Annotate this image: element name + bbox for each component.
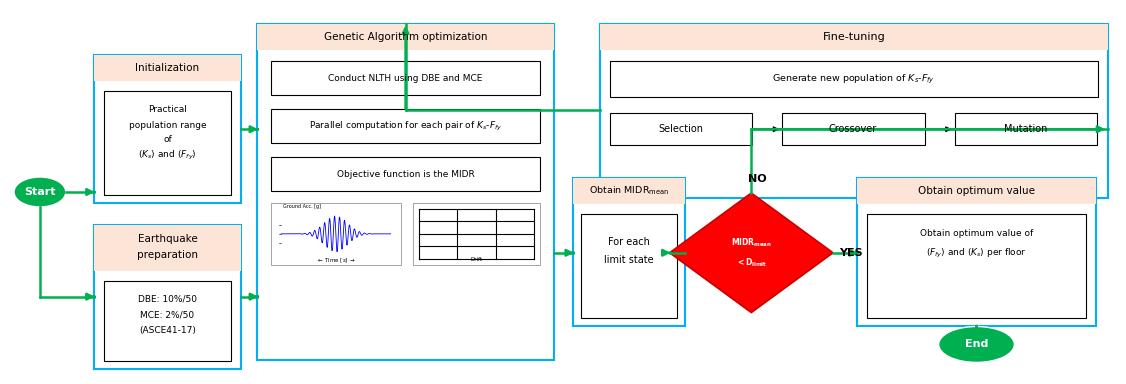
FancyBboxPatch shape [93, 56, 241, 203]
FancyBboxPatch shape [600, 23, 1108, 50]
Text: Conduct NLTH using DBE and MCE: Conduct NLTH using DBE and MCE [329, 74, 483, 83]
Text: MCE: 2%/50: MCE: 2%/50 [141, 310, 195, 319]
Text: Earthquake: Earthquake [137, 234, 197, 244]
FancyBboxPatch shape [93, 225, 241, 271]
FancyBboxPatch shape [573, 178, 685, 326]
Text: Initialization: Initialization [135, 63, 199, 73]
Text: For each: For each [608, 237, 650, 247]
Text: Generate new population of $K_s$-$F_{fy}$: Generate new population of $K_s$-$F_{fy}… [772, 73, 936, 86]
Text: Objective function is the MIDR: Objective function is the MIDR [337, 170, 474, 179]
Text: Obtain MIDR$_\mathrm{mean}$: Obtain MIDR$_\mathrm{mean}$ [589, 185, 669, 197]
Polygon shape [670, 193, 833, 313]
FancyBboxPatch shape [271, 203, 401, 265]
Text: End: End [965, 339, 989, 349]
FancyBboxPatch shape [257, 23, 554, 50]
Text: Parallel computation for each pair of $K_s$-$F_{fy}$: Parallel computation for each pair of $K… [309, 120, 502, 133]
Text: $\mathbf{MIDR_{mean}}$: $\mathbf{MIDR_{mean}}$ [731, 237, 771, 249]
Text: limit state: limit state [604, 255, 653, 265]
Ellipse shape [14, 177, 65, 207]
FancyBboxPatch shape [104, 281, 231, 361]
Text: Crossover: Crossover [829, 124, 877, 134]
FancyBboxPatch shape [581, 214, 677, 318]
Text: $\mathbf{< D_{limit}}$: $\mathbf{< D_{limit}}$ [735, 257, 767, 269]
Text: Ground Acc. [g]: Ground Acc. [g] [283, 204, 321, 209]
Text: population range: population range [128, 121, 206, 130]
Ellipse shape [939, 326, 1015, 362]
FancyBboxPatch shape [271, 109, 540, 143]
Text: Fine-tuning: Fine-tuning [823, 31, 885, 41]
Text: preparation: preparation [137, 250, 198, 260]
Text: Genetic Algorithm optimization: Genetic Algorithm optimization [324, 31, 488, 41]
FancyBboxPatch shape [93, 56, 241, 81]
Text: NO: NO [748, 174, 767, 184]
Text: (ASCE41-17): (ASCE41-17) [138, 326, 196, 335]
FancyBboxPatch shape [573, 178, 685, 204]
FancyBboxPatch shape [610, 113, 752, 145]
Text: Obtain optimum value: Obtain optimum value [918, 186, 1035, 196]
FancyBboxPatch shape [271, 157, 540, 191]
FancyBboxPatch shape [783, 113, 924, 145]
FancyBboxPatch shape [610, 61, 1098, 97]
Text: Selection: Selection [658, 124, 703, 134]
Text: Mutation: Mutation [1003, 124, 1047, 134]
Text: Start: Start [24, 187, 55, 197]
Text: Practical: Practical [148, 105, 187, 114]
FancyBboxPatch shape [955, 113, 1097, 145]
Text: $(K_s)$ and $(F_{fy})$: $(K_s)$ and $(F_{fy})$ [138, 149, 197, 162]
Text: of: of [163, 135, 172, 144]
FancyBboxPatch shape [857, 178, 1096, 326]
Text: DBE: 10%/50: DBE: 10%/50 [138, 294, 197, 303]
FancyBboxPatch shape [867, 214, 1087, 318]
Text: $\leftarrow$ Time $[s]$ $\rightarrow$: $\leftarrow$ Time $[s]$ $\rightarrow$ [315, 257, 356, 265]
Text: $(F_{fy})$ and $(K_s)$ per floor: $(F_{fy})$ and $(K_s)$ per floor [927, 247, 1027, 260]
Text: Drift: Drift [471, 257, 482, 262]
FancyBboxPatch shape [93, 225, 241, 369]
FancyBboxPatch shape [257, 23, 554, 361]
FancyBboxPatch shape [857, 178, 1096, 204]
Text: YES: YES [839, 248, 863, 258]
FancyBboxPatch shape [412, 203, 540, 265]
FancyBboxPatch shape [600, 23, 1108, 198]
FancyBboxPatch shape [271, 61, 540, 95]
Text: Obtain optimum value of: Obtain optimum value of [920, 229, 1034, 238]
FancyBboxPatch shape [104, 91, 231, 195]
